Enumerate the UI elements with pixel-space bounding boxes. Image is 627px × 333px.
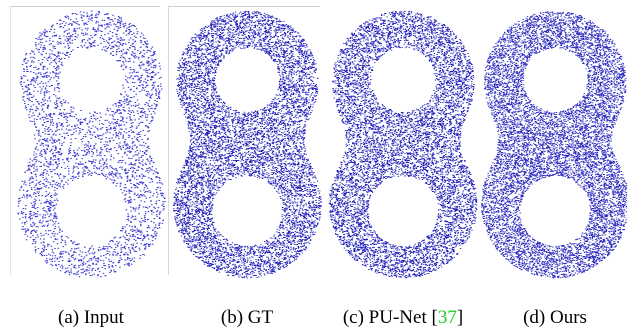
caption-text: (c) PU-Net [	[343, 307, 438, 328]
caption-text: ]	[457, 307, 463, 328]
page: (a) Input (b) GT (c) PU-Net [37] (d) Ours (…	[0, 0, 627, 333]
caption-text: (b) GT	[221, 307, 274, 328]
caption-text: (a) Input	[58, 307, 125, 328]
citation[interactable]: 37	[438, 307, 457, 328]
caption-text: (d) Ours	[523, 307, 587, 328]
point-cloud	[482, 12, 627, 278]
caption: (c) PU-Net [37]	[343, 307, 463, 328]
point-cloud	[18, 11, 165, 277]
point-cloud	[173, 11, 321, 278]
caption: (b) GT	[221, 307, 274, 328]
point-cloud	[329, 11, 477, 278]
caption: (a) Input	[58, 307, 125, 328]
caption: (d) Ours	[523, 307, 587, 328]
figure: (a) Input (b) GT (c) PU-Net [37] (d) Ours	[0, 0, 627, 333]
